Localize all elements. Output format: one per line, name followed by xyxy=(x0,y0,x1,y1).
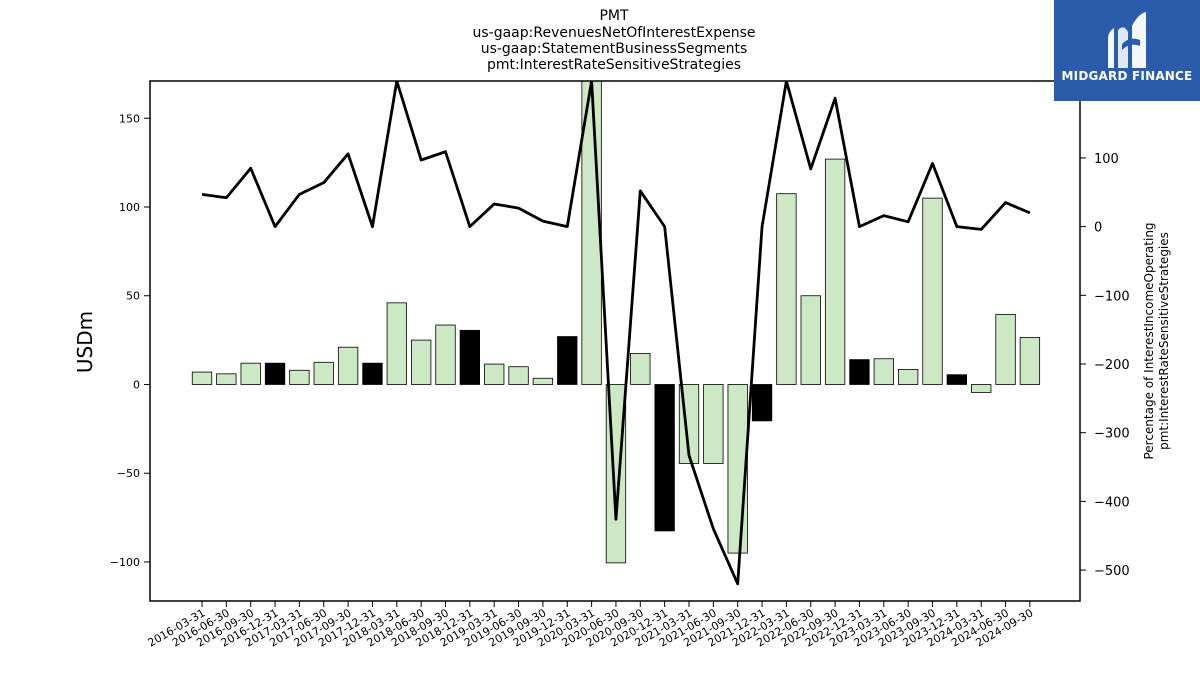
bar xyxy=(654,384,675,532)
bar xyxy=(313,361,334,385)
bar xyxy=(1019,337,1041,385)
y-right-tick-label: 100 xyxy=(1094,152,1119,167)
line-series xyxy=(201,81,1031,586)
bar xyxy=(435,324,456,385)
bar xyxy=(508,366,529,385)
bar xyxy=(484,363,505,385)
chart-title: PMT us-gaap:RevenuesNetOfInterestExpense… xyxy=(472,8,755,73)
bar xyxy=(922,197,943,385)
title-line: us-gaap:RevenuesNetOfInterestExpense xyxy=(472,25,755,41)
bar xyxy=(386,302,407,385)
y-axis-right-label: Percentage of InterestIncomeOperating pm… xyxy=(1142,222,1171,459)
bar xyxy=(898,368,919,385)
y-tick-label: −100 xyxy=(110,556,140,569)
bar xyxy=(216,373,237,385)
y-tick-label: 50 xyxy=(126,290,140,303)
bar xyxy=(240,362,261,385)
bar xyxy=(946,374,967,385)
y-tick-label: −50 xyxy=(117,467,140,480)
y-tick-label: 150 xyxy=(119,112,140,125)
y-axis-right-label-line: pmt:InterestRateSensitiveStrategies xyxy=(1157,232,1171,450)
y-right-tick-label: −500 xyxy=(1094,564,1130,579)
y-right-tick-label: −200 xyxy=(1094,358,1130,373)
bar xyxy=(849,359,870,385)
bar xyxy=(776,193,797,385)
bar xyxy=(873,358,894,385)
y-right-tick-label: −300 xyxy=(1094,427,1130,442)
y-axis-label: USDm xyxy=(73,311,97,373)
bar xyxy=(362,362,383,385)
logo-mark-icon xyxy=(1108,12,1146,68)
bar xyxy=(191,371,213,385)
plot-frame xyxy=(149,80,1081,602)
bar xyxy=(532,377,554,385)
y-right-tick-label: 0 xyxy=(1094,221,1102,236)
bar xyxy=(410,339,432,385)
bar xyxy=(971,384,992,393)
bar xyxy=(703,384,724,464)
bar xyxy=(264,362,286,385)
title-line: us-gaap:StatementBusinessSegments xyxy=(481,41,748,57)
y-right-tick-label: −400 xyxy=(1094,495,1130,510)
bar xyxy=(337,346,359,385)
y-axis-right-label-line: Percentage of InterestIncomeOperating xyxy=(1142,222,1156,459)
bar xyxy=(289,369,310,385)
title-line: PMT xyxy=(599,8,629,24)
bar xyxy=(824,158,846,385)
bar xyxy=(800,295,821,385)
axes: −100−50050100150−500−400−300−200−1000100… xyxy=(110,80,1130,650)
title-line: pmt:InterestRateSensitiveStrategies xyxy=(487,57,741,73)
bar xyxy=(459,329,481,385)
y-right-tick-label: −100 xyxy=(1094,289,1130,304)
brand-logo: MIDGARD FINANCE xyxy=(1054,0,1200,101)
logo-text: MIDGARD FINANCE xyxy=(1061,69,1193,83)
bar xyxy=(557,336,578,385)
series-line xyxy=(201,81,1031,586)
y-tick-label: 100 xyxy=(119,201,140,214)
bar xyxy=(630,353,651,385)
bar xyxy=(751,384,773,422)
y-tick-label: 0 xyxy=(133,378,140,391)
bar-series xyxy=(191,81,1041,564)
bar xyxy=(995,313,1016,385)
